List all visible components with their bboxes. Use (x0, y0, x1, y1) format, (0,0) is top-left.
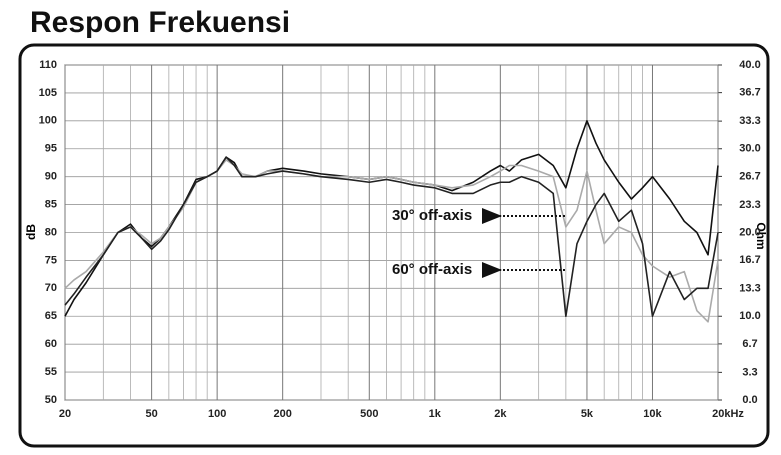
y-tick-label: 65 (45, 310, 57, 322)
chart-title: Respon Frekuensi (30, 6, 290, 39)
y-tick-label: 50 (45, 394, 57, 406)
x-tick-label: 5k (581, 408, 594, 420)
series-line (64, 156, 719, 318)
y2-tick-label: 20.0 (739, 226, 760, 238)
annotation: 60° off-axis (392, 261, 472, 278)
grid (64, 64, 722, 401)
y2-tick-label: 0.0 (742, 394, 757, 406)
x-tick-label: 1k (429, 408, 442, 420)
y-tick-label: 95 (45, 143, 57, 155)
y-tick-label: 60 (45, 338, 57, 350)
x-tick-label: 100 (208, 408, 226, 420)
x-tick-label: 20 (59, 408, 71, 420)
annotation: 30° off-axis (392, 207, 472, 224)
y2-tick-label: 10.0 (739, 310, 760, 322)
y2-tick-label: 36.7 (739, 87, 760, 99)
y2-tick-label: 6.7 (742, 338, 757, 350)
lines (64, 120, 719, 323)
x-tick-label: 200 (273, 408, 291, 420)
y-tick-label: 55 (45, 366, 57, 378)
y-tick-label: 105 (39, 87, 57, 99)
y2-tick-label: 16.7 (739, 254, 760, 266)
x-tick-label: 20kHz (712, 408, 744, 420)
y2-tick-label: 30.0 (739, 143, 760, 155)
y-tick-label: 85 (45, 198, 57, 210)
x-tick-label: 10k (643, 408, 662, 420)
annotations: 30° off-axis 60° off-axis (392, 207, 565, 278)
y-axis-label: dB (24, 224, 38, 240)
y2-tick-label: 26.7 (739, 170, 760, 182)
y-tick-label: 100 (39, 115, 57, 127)
x-tick-label: 2k (494, 408, 507, 420)
y2-tick-label: 23.3 (739, 199, 760, 211)
y-tick-label: 90 (45, 171, 57, 183)
y2-tick-label: 13.3 (739, 283, 760, 295)
frame (18, 43, 770, 448)
y2-axis-label: Ohm (754, 222, 768, 249)
y-tick-label: 80 (45, 226, 57, 238)
y2-tick-label: 33.3 (739, 115, 760, 127)
y-tick-label: 70 (45, 282, 57, 294)
x-tick-label: 50 (145, 408, 157, 420)
y-tick-label: 75 (45, 254, 57, 266)
series-line (64, 159, 719, 323)
y-tick-label: 110 (39, 59, 57, 71)
x-tick-label: 500 (360, 408, 378, 420)
y2-tick-label: 40.0 (739, 59, 760, 71)
y2-tick-label: 3.3 (742, 366, 757, 378)
